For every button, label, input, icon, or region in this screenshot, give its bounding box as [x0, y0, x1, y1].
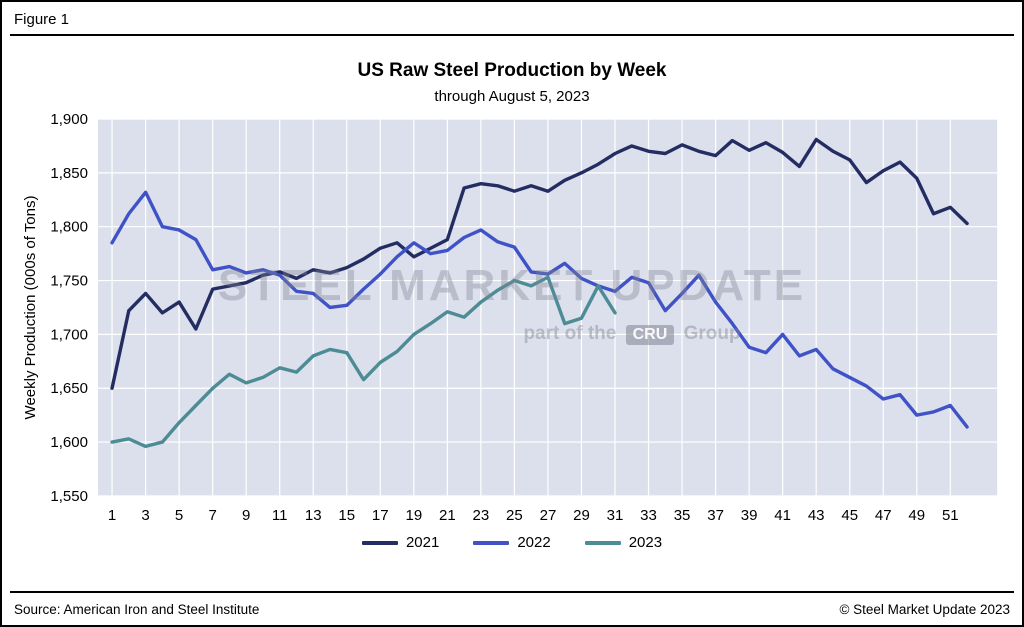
series-line-2021 [110, 137, 969, 390]
copyright-text: © Steel Market Update 2023 [839, 602, 1010, 617]
y-axis-title: Weekly Production (000s of Tons) [22, 195, 39, 419]
figure-label: Figure 1 [14, 11, 70, 28]
x-tick-label: 51 [942, 507, 959, 524]
x-tick-label: 47 [875, 507, 892, 524]
x-tick-label: 37 [707, 507, 724, 524]
series-line-2023 [110, 275, 617, 449]
legend-swatch [473, 540, 510, 545]
legend-label: 2021 [405, 534, 440, 551]
x-tick-label: 15 [338, 507, 355, 524]
y-tick-label: 1,900 [50, 111, 88, 128]
x-tick-label: 7 [208, 507, 216, 524]
x-tick-label: 1 [108, 507, 116, 524]
x-tick-label: 3 [141, 507, 149, 524]
figure-header: Figure 1 [10, 8, 1014, 36]
x-tick-label: 21 [439, 507, 456, 524]
y-tick-label: 1,550 [50, 488, 88, 505]
legend-item-2021: 2021 [361, 534, 440, 551]
x-tick-label: 17 [372, 507, 389, 524]
legend-item-2022: 2022 [473, 534, 551, 551]
x-tick-label: 11 [272, 507, 288, 524]
source-text: Source: American Iron and Steel Institut… [14, 602, 260, 617]
x-tick-label: 29 [573, 507, 590, 524]
x-tick-label: 31 [607, 507, 624, 524]
x-tick-label: 13 [305, 507, 322, 524]
y-tick-label: 1,800 [50, 219, 88, 236]
x-tick-label: 43 [808, 507, 825, 524]
x-tick-label: 5 [175, 507, 183, 524]
x-tick-label: 35 [674, 507, 691, 524]
x-axis: 1 3 5 7 9 11 13 15 17 19 21 23 25 27 29 31 33 35 37 39 41 43 4… [108, 119, 959, 524]
legend-swatch [361, 540, 398, 545]
x-tick-label: 39 [741, 507, 758, 524]
y-tick-label: 1,600 [50, 434, 88, 451]
x-tick-label: 27 [540, 507, 557, 524]
y-tick-label: 1,850 [50, 165, 88, 182]
x-tick-label: 25 [506, 507, 523, 524]
legend-swatch [584, 540, 621, 545]
chart-area: 1,550 1,600 1,650 1,700 1,750 1,800 1,850 1,900… [12, 111, 1012, 532]
figure-footer: Source: American Iron and Steel Institut… [10, 591, 1014, 617]
x-tick-label: 49 [908, 507, 925, 524]
chart-title: US Raw Steel Production by Week [357, 60, 667, 81]
x-tick-label: 9 [242, 507, 250, 524]
legend-item-2023: 2023 [584, 534, 663, 551]
y-tick-label: 1,750 [50, 273, 88, 290]
x-tick-label: 19 [405, 507, 422, 524]
x-tick-label: 45 [841, 507, 858, 524]
x-tick-label: 23 [473, 507, 490, 524]
series-line-2022 [110, 190, 969, 429]
y-tick-label: 1,700 [50, 326, 88, 343]
y-tick-label: 1,650 [50, 380, 88, 397]
chart-subtitle: through August 5, 2023 [434, 88, 590, 105]
legend-label: 2022 [517, 534, 551, 551]
line-chart: 1,550 1,600 1,650 1,700 1,750 1,800 1,850 1,900… [22, 111, 998, 524]
x-tick-label: 41 [774, 507, 791, 524]
chart-legend: 2021 2022 2023 [2, 534, 1022, 551]
legend-label: 2023 [628, 534, 663, 551]
x-tick-label: 33 [640, 507, 657, 524]
